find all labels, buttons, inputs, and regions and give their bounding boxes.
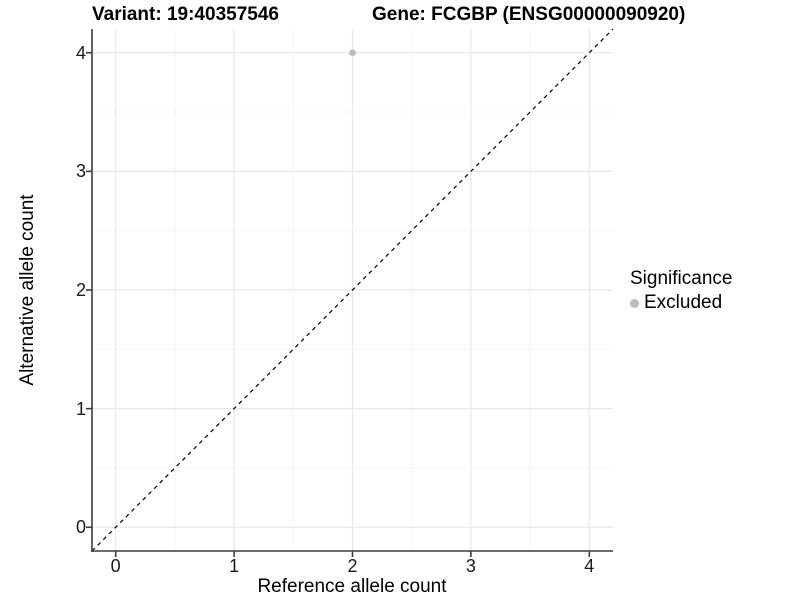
x-tick-label: 2 [347,556,358,576]
plot-title-gene: Gene: FCGBP (ENSG00000090920) [372,4,686,25]
x-tick-label: 1 [229,556,240,576]
y-tick-label: 3 [75,161,86,182]
legend-title: Significance [630,268,733,289]
legend: Significance Excluded [630,267,732,314]
x-tick-label: 3 [465,556,476,576]
identity-reference-line [91,28,614,552]
legend-point-swatch [630,298,639,308]
y-tick-label: 2 [75,280,86,300]
x-tick-label: 0 [110,556,121,576]
plot-title-variant: Variant: 19:40357546 [92,4,279,25]
y-tick-label: 4 [75,42,86,63]
y-axis-title: Alternative allele count [17,194,38,386]
x-axis-title: Reference allele count [257,576,447,597]
legend-item-excluded: Excluded [630,292,732,314]
x-tick-label: 4 [584,556,595,576]
data-point-excluded [349,49,356,57]
legend-item-label: Excluded [644,292,723,313]
y-tick-label: 0 [75,517,86,538]
y-tick-label: 1 [75,398,86,419]
